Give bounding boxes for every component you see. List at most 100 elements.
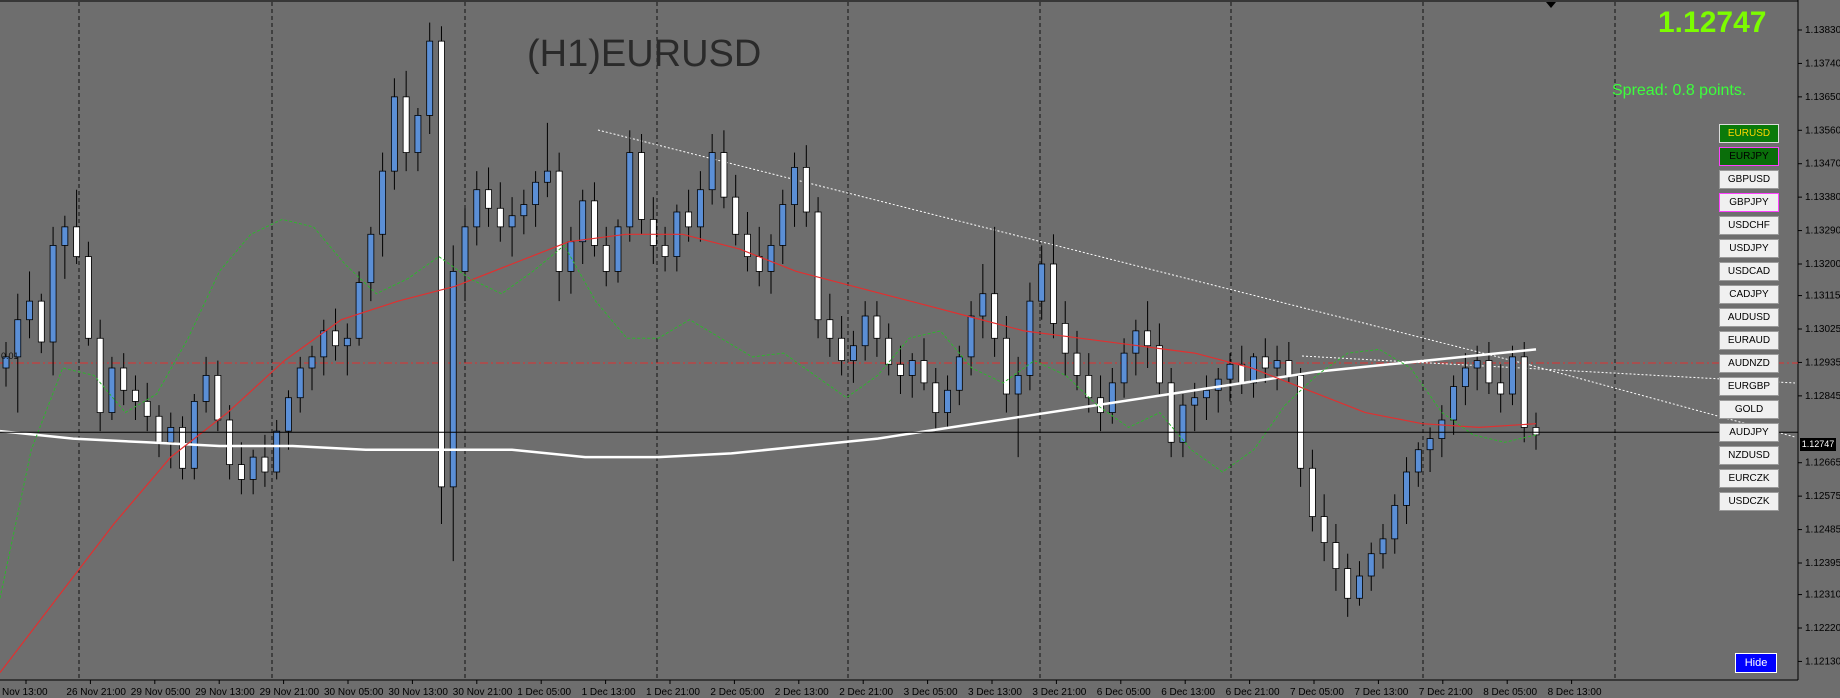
symbol-button-usdczk[interactable]: USDCZK — [1719, 492, 1779, 511]
candle-body — [1461, 367, 1469, 387]
symbol-button-gbpjpy[interactable]: GBPJPY — [1719, 193, 1779, 212]
candle-body — [779, 204, 787, 246]
candle-body — [1320, 516, 1328, 543]
hide-button[interactable]: Hide — [1735, 653, 1777, 673]
candle-body — [1379, 538, 1387, 555]
chart-title: (H1)EURUSD — [527, 33, 762, 75]
candle-body — [285, 397, 292, 432]
candle-body — [814, 211, 822, 321]
candle-body — [320, 330, 328, 358]
time-tick-label: 30 Nov 21:00 — [453, 687, 513, 698]
candle-body — [826, 319, 834, 339]
price-tick-label: 1.13025 — [1805, 324, 1840, 335]
symbol-button-eurusd[interactable]: EURUSD — [1719, 124, 1779, 143]
candle-body — [379, 170, 387, 235]
candle-body — [1509, 356, 1516, 395]
candle-body — [449, 271, 457, 488]
symbol-button-eurczk[interactable]: EURCZK — [1719, 469, 1779, 488]
symbol-button-nzdusd[interactable]: NZDUSD — [1719, 446, 1779, 465]
candle-body — [696, 189, 704, 228]
symbol-button-usdjpy[interactable]: USDJPY — [1719, 239, 1779, 258]
price-tick-label: 1.13380 — [1805, 192, 1840, 203]
candle-body — [755, 256, 763, 272]
candle-body — [402, 96, 410, 153]
time-tick-label: 1 Dec 13:00 — [582, 687, 636, 698]
candle-body — [944, 389, 951, 413]
candle-body — [155, 415, 163, 443]
trendline-upper — [597, 129, 1531, 366]
symbol-button-usdchf[interactable]: USDCHF — [1719, 216, 1779, 235]
price-tick-label: 1.13740 — [1805, 58, 1840, 69]
time-tick-label: 8 Dec 13:00 — [1548, 687, 1602, 698]
candle-body — [991, 293, 999, 339]
price-tick-label: 1.13830 — [1805, 25, 1840, 36]
candle-body — [955, 356, 963, 391]
current-price-display: 1.12747 — [1658, 6, 1767, 39]
time-tick-label: 29 Nov 05:00 — [131, 687, 191, 698]
candle-body — [2, 356, 10, 369]
candle-body — [426, 40, 434, 116]
candle-body — [1179, 404, 1187, 443]
candle-body — [1132, 330, 1140, 354]
candle-body — [1403, 471, 1410, 506]
candle-body — [732, 196, 740, 235]
candle-body — [120, 367, 128, 391]
price-tick-label: 1.12845 — [1805, 391, 1840, 402]
candle-body — [1332, 542, 1340, 569]
symbol-button-audjpy[interactable]: AUDJPY — [1719, 423, 1779, 442]
candle-body — [1214, 378, 1222, 391]
price-tick-label: 1.12220 — [1805, 623, 1840, 634]
time-tick-label: 29 Nov 21:00 — [260, 687, 320, 698]
candle-body — [908, 360, 916, 376]
candle-body — [1238, 363, 1246, 384]
price-tick-label: 1.13560 — [1805, 125, 1840, 136]
symbol-button-usdcad[interactable]: USDCAD — [1719, 262, 1779, 281]
candle-body — [532, 181, 540, 205]
price-tick-label: 1.12130 — [1805, 656, 1840, 667]
candle-body — [508, 215, 516, 228]
candle-body — [273, 430, 281, 473]
candle-body — [661, 245, 669, 257]
symbol-button-eurjpy[interactable]: EURJPY — [1719, 147, 1779, 166]
candle-body — [461, 226, 469, 272]
chart-shift-marker — [1546, 2, 1556, 8]
candle-body — [1061, 323, 1069, 354]
ma-mid-line — [0, 233, 1537, 673]
symbol-button-gold[interactable]: GOLD — [1719, 400, 1779, 419]
candle-body — [367, 233, 375, 283]
time-tick-label: 1 Dec 05:00 — [517, 687, 571, 698]
candle-body — [1473, 360, 1481, 369]
time-tick-label: 2 Dec 21:00 — [839, 687, 893, 698]
candle-body — [1191, 397, 1199, 406]
candle-body — [932, 382, 940, 413]
price-tick-label: 1.13470 — [1805, 159, 1840, 170]
level-label: 0.01 — [1, 351, 19, 361]
candle-body — [626, 152, 634, 228]
candle-body — [861, 315, 869, 347]
candle-body — [1108, 382, 1116, 413]
candle-body — [143, 401, 151, 417]
candle-body — [14, 319, 22, 358]
symbol-button-eurgbp[interactable]: EURGBP — [1719, 377, 1779, 396]
symbol-button-audusd[interactable]: AUDUSD — [1719, 308, 1779, 327]
candle-body — [438, 40, 445, 488]
candle-body — [132, 389, 139, 402]
candle-body — [261, 456, 269, 473]
candle-body — [390, 96, 398, 172]
symbol-button-euraud[interactable]: EURAUD — [1719, 331, 1779, 350]
candle-body — [1002, 337, 1010, 395]
symbol-button-cadjpy[interactable]: CADJPY — [1719, 285, 1779, 304]
candle-body — [1414, 449, 1422, 473]
candle-body — [897, 363, 904, 376]
candle-body — [296, 367, 304, 399]
symbol-button-audnzd[interactable]: AUDNZD — [1719, 354, 1779, 373]
candle-body — [1367, 553, 1375, 577]
candle-body — [1014, 375, 1022, 395]
candle-body — [1356, 575, 1363, 599]
candle-body — [873, 315, 881, 339]
candle-body — [1261, 356, 1269, 369]
symbol-button-gbpusd[interactable]: GBPUSD — [1719, 170, 1779, 189]
candle-body — [496, 207, 504, 228]
candle-body — [885, 337, 893, 365]
